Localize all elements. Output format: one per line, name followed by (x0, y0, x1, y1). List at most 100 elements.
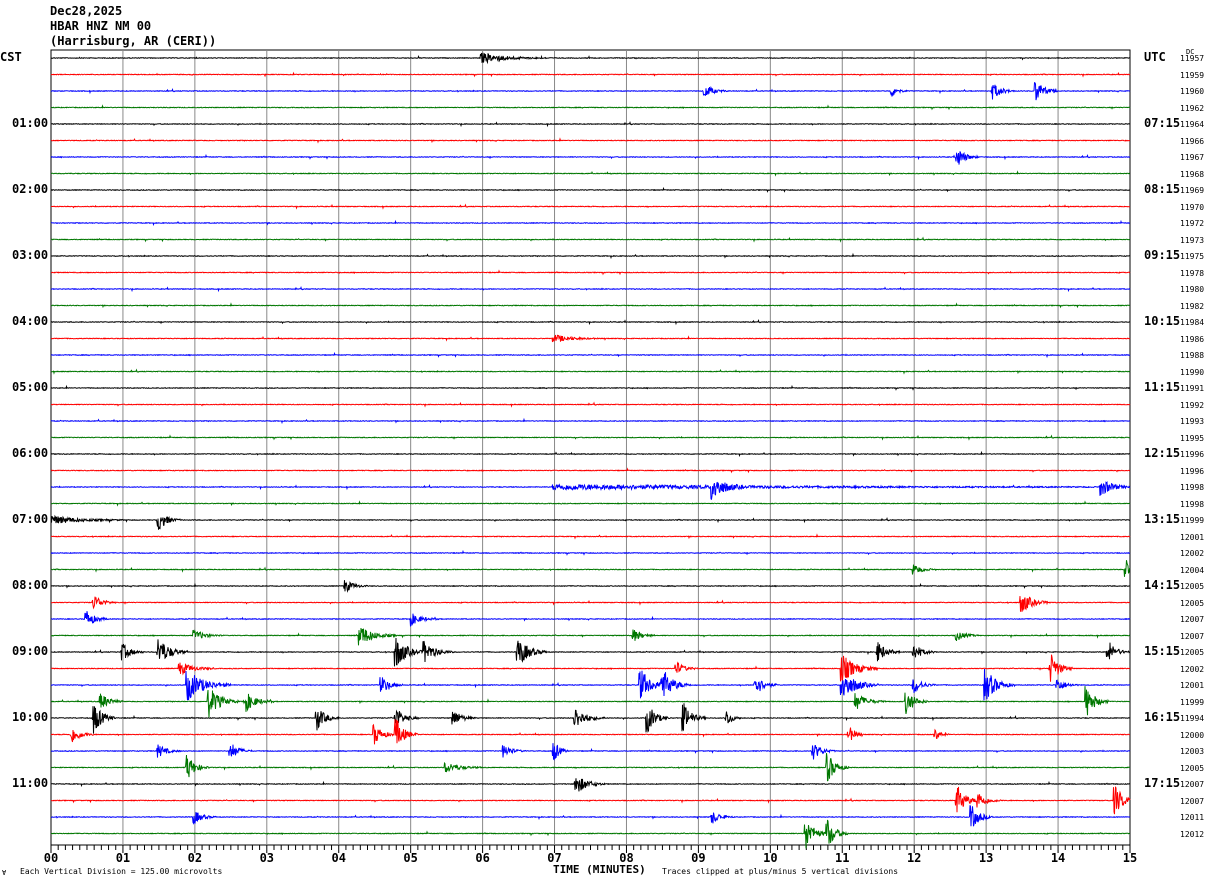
seismic-trace (50, 481, 1131, 501)
seismic-trace (50, 351, 1131, 359)
cst-hour-label: 11:00 (12, 776, 49, 790)
x-tick-label: 06 (475, 851, 490, 865)
dc-offset-label: 12012 (1180, 829, 1205, 839)
dc-offset-label: 12007 (1180, 780, 1205, 789)
cst-axis-title: CST (0, 50, 22, 64)
dc-title: DC (1186, 48, 1195, 56)
x-tick-label: 01 (115, 851, 131, 865)
utc-hour-label: 16:15 (1144, 710, 1181, 724)
dc-offset-label: 11999 (1180, 697, 1205, 707)
dc-offset-label: 11998 (1180, 499, 1205, 509)
dc-offset-label: 12001 (1180, 681, 1205, 690)
seismic-trace (51, 334, 1131, 343)
seismic-trace (50, 71, 1131, 78)
seismic-trace (50, 52, 1131, 65)
seismic-trace (50, 120, 1131, 128)
dc-offset-label: 11986 (1180, 334, 1205, 344)
dc-offset-label: 11966 (1180, 136, 1205, 146)
seismic-trace (50, 637, 1130, 667)
seismic-trace (50, 533, 1131, 540)
seismic-trace (50, 703, 1131, 734)
x-tick-label: 12 (906, 851, 922, 865)
utc-hour-label: 07:15 (1144, 116, 1181, 130)
dc-offset-label: 11975 (1180, 252, 1205, 261)
dc-offset-label: 11982 (1180, 301, 1205, 311)
corner-mark: Ɐ (2, 869, 7, 877)
seismic-trace (50, 549, 1131, 556)
dc-offset-label: 12005 (1180, 582, 1205, 591)
seismic-trace (51, 596, 1131, 612)
dc-offset-label: 12005 (1180, 763, 1205, 773)
station-location: (Harrisburg, AR (CERI)) (50, 34, 217, 48)
seismic-trace (50, 778, 1131, 792)
seismic-trace (50, 401, 1131, 408)
seismic-trace (50, 236, 1131, 243)
seismic-trace (50, 434, 1131, 441)
seismic-trace (50, 384, 1131, 391)
dc-offset-label: 11957 (1180, 54, 1205, 63)
seismic-trace (50, 104, 1131, 111)
dc-offset-label: 11973 (1180, 235, 1205, 245)
dc-offset-label: 12003 (1180, 747, 1205, 756)
utc-hour-label: 08:15 (1144, 182, 1181, 196)
x-tick-label: 11 (835, 851, 850, 865)
dc-offset-label: 11991 (1180, 384, 1205, 393)
dc-offset-label: 11994 (1180, 714, 1205, 723)
x-tick-label: 15 (1122, 851, 1138, 865)
dc-offset-label: 12007 (1180, 631, 1205, 641)
dc-offset-label: 11969 (1180, 186, 1205, 195)
seismic-trace (50, 627, 1131, 646)
cst-hour-label: 08:00 (12, 578, 49, 592)
station-code: HBAR HNZ NM 00 (50, 19, 152, 33)
seismic-trace (50, 467, 1131, 474)
x-tick-label: 08 (619, 851, 634, 865)
dc-offset-label: 12011 (1180, 813, 1205, 822)
dc-offset-label: 11980 (1180, 285, 1205, 294)
dc-offset-label: 11995 (1180, 433, 1205, 443)
dc-offset-label: 11970 (1180, 202, 1205, 212)
dc-offset-label: 11988 (1180, 351, 1205, 360)
x-tick-label: 03 (259, 851, 275, 865)
dc-offset-label: 11962 (1180, 103, 1205, 113)
seismic-trace (50, 580, 1131, 593)
cst-hour-label: 03:00 (12, 248, 49, 262)
seismic-trace (50, 170, 1130, 177)
seismic-trace (50, 151, 1131, 165)
dc-offset-label: 11990 (1180, 367, 1205, 377)
dc-offset-label: 11996 (1180, 466, 1205, 476)
seismic-trace (50, 368, 1131, 375)
seismic-trace (50, 500, 1131, 507)
seismic-trace (50, 302, 1131, 309)
seismic-trace (50, 186, 1131, 193)
dc-offset-label: 11959 (1180, 70, 1205, 80)
seismic-trace (50, 203, 1131, 210)
x-tick-label: 07 (547, 851, 562, 865)
seismic-trace (50, 805, 1131, 827)
x-tick-label: 02 (187, 851, 203, 865)
dc-offset-label: 11984 (1180, 318, 1205, 327)
cst-hour-label: 01:00 (12, 116, 49, 130)
utc-hour-label: 11:15 (1144, 380, 1181, 394)
x-tick-label: 04 (331, 851, 346, 865)
dc-offset-label: 12002 (1180, 549, 1205, 558)
seismic-trace (51, 137, 1131, 144)
utc-hour-label: 15:15 (1144, 644, 1181, 658)
seismic-trace (50, 285, 1131, 293)
dc-offset-label: 12002 (1180, 664, 1205, 674)
clip-note: Traces clipped at plus/minus 5 vertical … (662, 867, 899, 876)
seismic-trace (50, 686, 1131, 718)
x-tick-label: 05 (403, 851, 418, 865)
utc-hour-label: 17:15 (1144, 776, 1181, 790)
dc-offset-label: 11964 (1180, 120, 1205, 129)
dc-offset-label: 12001 (1180, 532, 1205, 542)
dc-offset-label: 12005 (1180, 598, 1205, 608)
dc-offset-label: 11999 (1180, 516, 1205, 525)
utc-hour-label: 12:15 (1144, 446, 1181, 460)
dc-offset-label: 11968 (1180, 169, 1205, 179)
plot-date: Dec28,2025 (50, 4, 123, 18)
seismic-trace (50, 753, 1131, 782)
dc-offset-label: 11978 (1180, 268, 1205, 278)
seismic-trace (50, 719, 1130, 745)
seismic-trace (50, 450, 1131, 458)
